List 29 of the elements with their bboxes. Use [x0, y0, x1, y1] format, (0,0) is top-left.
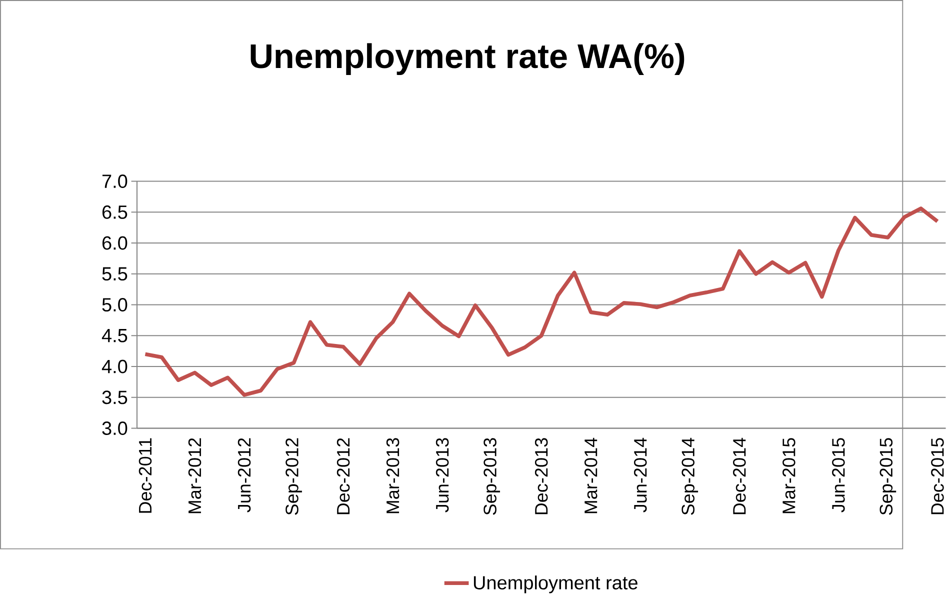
x-tick-label: Dec-2012 — [336, 438, 350, 514]
x-tick-label: Sep-2012 — [286, 438, 302, 516]
x-tick-label: Jun-2013 — [436, 438, 449, 513]
y-tick-label: 4.5 — [102, 329, 128, 343]
line-series — [143, 206, 940, 398]
x-tick-label: Dec-2011 — [138, 438, 152, 514]
x-tick-label: Jun-2014 — [634, 438, 647, 513]
x-tick-label: Mar-2014 — [584, 438, 598, 514]
x-tick-label: Mar-2013 — [386, 438, 400, 514]
legend-label: Unemployment rate — [474, 576, 638, 594]
y-tick-label: 7.0 — [102, 174, 128, 188]
chart-title: Unemployment rate WA(%) — [250, 43, 684, 76]
x-tick-label: Dec-2015 — [931, 438, 944, 514]
x-tick-label: Jun-2012 — [238, 438, 251, 513]
x-tick-label: Sep-2015 — [880, 438, 896, 516]
x-tick-label: Mar-2012 — [188, 438, 202, 514]
y-tick-label: 3.5 — [102, 390, 128, 404]
y-tick-label: 5.0 — [102, 298, 128, 312]
y-tick-label: 4.0 — [102, 360, 128, 374]
x-tick-label: Sep-2014 — [682, 438, 698, 516]
y-tick-label: 6.0 — [102, 236, 128, 250]
x-tick-label: Mar-2015 — [782, 438, 796, 514]
x-tick-label: Dec-2013 — [534, 438, 548, 514]
x-tick-label: Sep-2013 — [484, 438, 500, 516]
x-tick-label: Jun-2015 — [832, 438, 845, 513]
y-tick-label: 3.0 — [102, 422, 128, 436]
y-tick-label: 5.5 — [102, 268, 128, 281]
x-tick-label: Dec-2014 — [733, 438, 746, 514]
y-tick-label: 6.5 — [102, 206, 128, 220]
